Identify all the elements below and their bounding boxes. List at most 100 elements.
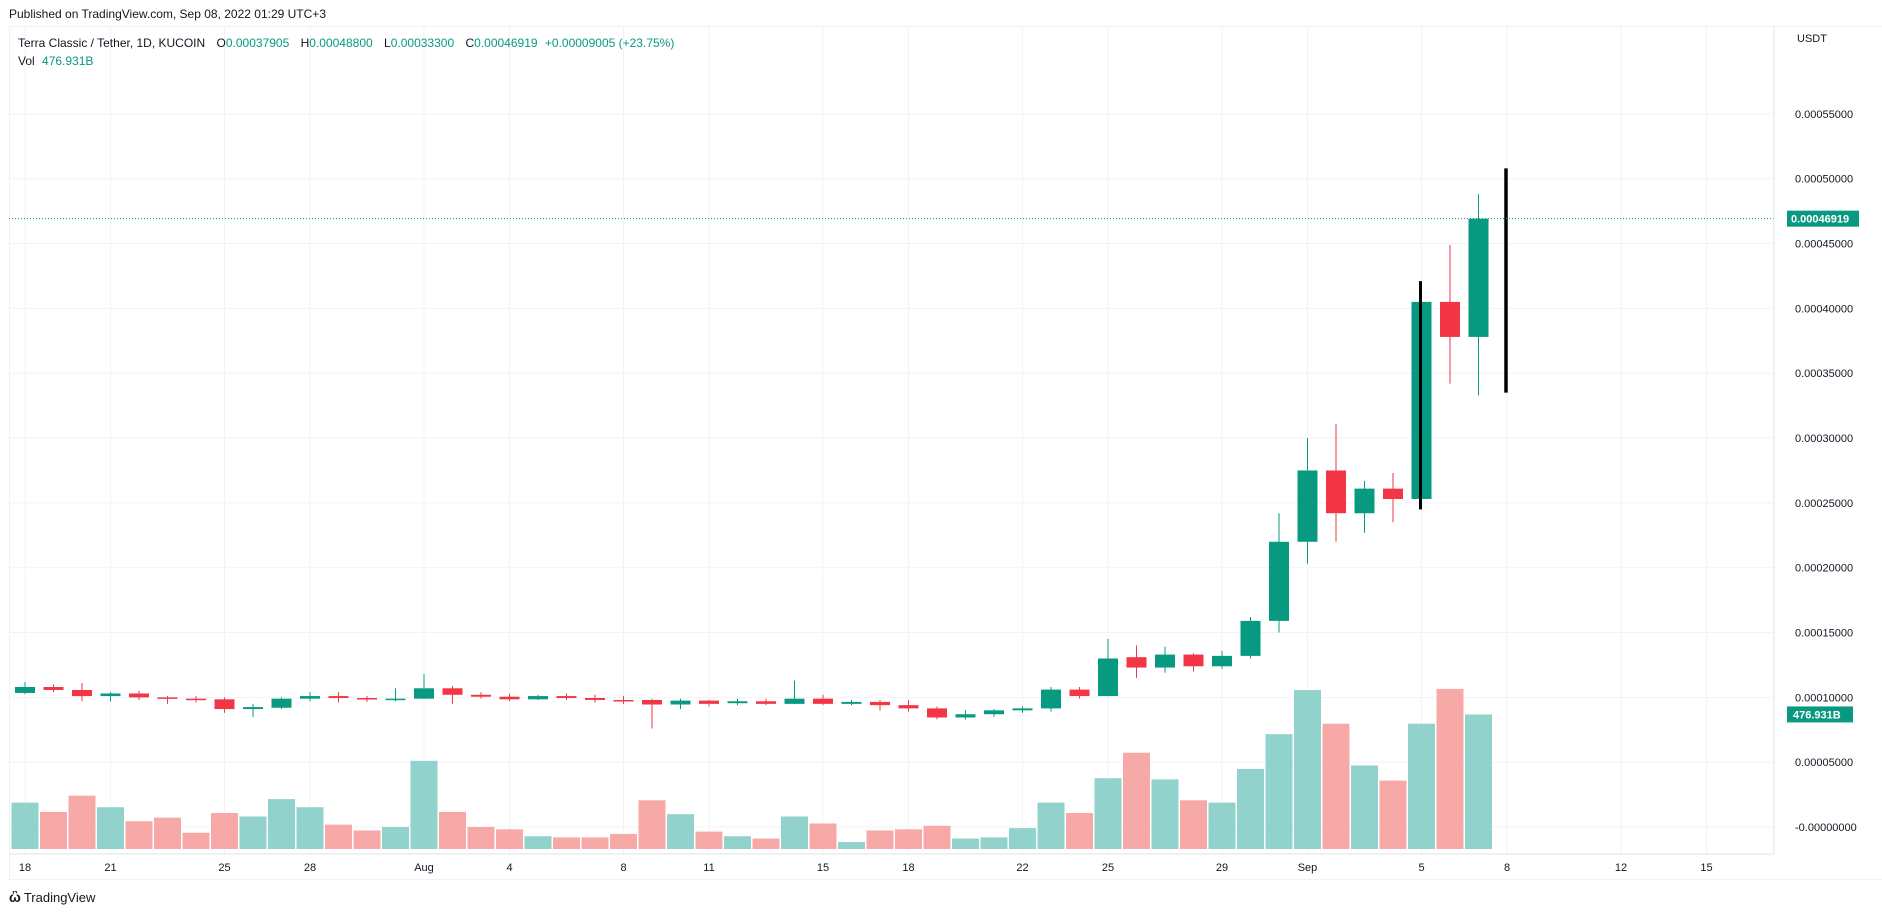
candle-body <box>1126 657 1147 668</box>
candle <box>984 709 1004 717</box>
volume-bar <box>1408 723 1435 849</box>
candle-body <box>15 687 35 693</box>
volume-bar <box>866 830 894 849</box>
volume-label: 476.931B <box>1793 709 1841 721</box>
volume-bar <box>40 811 67 849</box>
candle-body <box>214 699 235 710</box>
candle <box>1069 687 1090 699</box>
volume-bar <box>581 837 609 849</box>
low-value: 0.00033300 <box>390 36 455 50</box>
candle-body <box>1269 541 1289 621</box>
volume-bar <box>1094 778 1122 849</box>
candle <box>784 680 805 704</box>
candlestick-chart[interactable]: 0.00046919 476.931B 0.000550000.000500000… <box>8 25 1882 881</box>
time-tick-label: 8 <box>620 862 626 874</box>
candle-body <box>1440 301 1460 337</box>
candle <box>271 697 292 710</box>
candle <box>813 694 833 706</box>
volume-bar <box>781 816 808 849</box>
volume-bar <box>68 795 96 849</box>
volume-bar <box>923 825 951 849</box>
candle-body <box>499 696 520 700</box>
volume-bar <box>809 823 837 849</box>
candle <box>1155 646 1175 673</box>
candle <box>1126 645 1147 678</box>
time-tick-label: 5 <box>1418 862 1424 874</box>
candle-body <box>1326 470 1346 514</box>
chart-frame[interactable]: 0.00046919 476.931B 0.00055000 0.00050000 0… <box>8 25 1882 881</box>
candle-body <box>756 701 776 704</box>
time-tick-label: 8 <box>1504 862 1510 874</box>
volume-bar <box>638 800 666 849</box>
candle <box>471 692 491 699</box>
volume-badge <box>1787 706 1853 723</box>
low-label: L <box>384 36 391 50</box>
volume-bar <box>1294 690 1321 849</box>
time-tick-label: 15 <box>1700 862 1712 874</box>
time-tick-label: 18 <box>19 862 31 874</box>
vol-label: Vol <box>18 54 35 68</box>
candle <box>157 696 178 704</box>
candle-body <box>585 698 605 700</box>
close-value: 0.00046919 <box>474 36 538 50</box>
candle <box>1212 650 1232 669</box>
candle-body <box>72 689 92 697</box>
volume-bar <box>1180 800 1207 849</box>
volume-bar <box>1066 813 1093 849</box>
volume-bar <box>838 842 865 849</box>
volume-bar <box>382 826 409 849</box>
time-tick-label: 22 <box>1016 862 1028 874</box>
candle-body <box>385 698 406 701</box>
candle-body <box>670 700 691 705</box>
last-price-label: 0.00046919 <box>1791 214 1849 226</box>
candle <box>898 699 919 712</box>
time-tick-label: 11 <box>703 862 714 874</box>
price-axis: 0.00055000 0.00050000 0.00045000 0.00040000… <box>1773 26 1857 854</box>
candle-body <box>414 688 434 699</box>
time-tick-label: 12 <box>1615 862 1627 874</box>
chart-border <box>8 25 1882 881</box>
candle-body <box>556 696 577 699</box>
volume-bar <box>353 830 381 849</box>
change-value: +0.00009005 (+23.75%) <box>544 36 675 50</box>
candle <box>727 698 748 706</box>
candle <box>243 703 263 717</box>
price-tick-label: 0.00025000 <box>1795 498 1853 510</box>
price-tick-label: 0.00030000 <box>1795 433 1853 445</box>
candle-body <box>642 699 662 705</box>
candle <box>1468 194 1489 396</box>
candle-body <box>271 698 292 708</box>
volume-bars <box>11 688 1492 849</box>
candle-body <box>471 694 491 697</box>
volume-bar <box>1037 802 1065 849</box>
volume-bar <box>268 799 295 849</box>
candle <box>442 685 463 704</box>
volume-bar <box>524 836 552 849</box>
volume-bar <box>553 837 580 849</box>
candle <box>1440 244 1460 384</box>
volume-bar <box>296 807 324 849</box>
volume-bar <box>1237 768 1264 849</box>
candle-body <box>1183 654 1204 667</box>
candle-body <box>927 708 947 718</box>
candle-body <box>898 705 919 709</box>
volume-bar <box>724 836 751 849</box>
brand-name: TradingView <box>23 889 96 905</box>
volume-bar <box>154 817 181 849</box>
candle <box>414 674 434 699</box>
time-tick-label: 4 <box>506 862 512 874</box>
volume-row: Vol 476.931B <box>18 52 674 70</box>
candle-body <box>1098 658 1118 697</box>
price-tick-label: 0.00040000 <box>1795 303 1853 315</box>
volume-bar <box>1436 688 1464 849</box>
candle-body <box>1297 470 1318 542</box>
volume-bar <box>496 829 523 849</box>
candle <box>357 696 377 702</box>
time-tick-label: Sep <box>1298 862 1318 874</box>
chart-legend: Terra Classic / Tether, 1D, KUCOIN O0.00… <box>18 34 674 70</box>
currency-label: USDT <box>1797 33 1827 45</box>
candle-body <box>1354 488 1375 514</box>
candle-body <box>613 699 634 702</box>
tradingview-logo[interactable]: ὣ TradingView <box>9 889 95 905</box>
time-tick-label: 28 <box>304 862 316 874</box>
